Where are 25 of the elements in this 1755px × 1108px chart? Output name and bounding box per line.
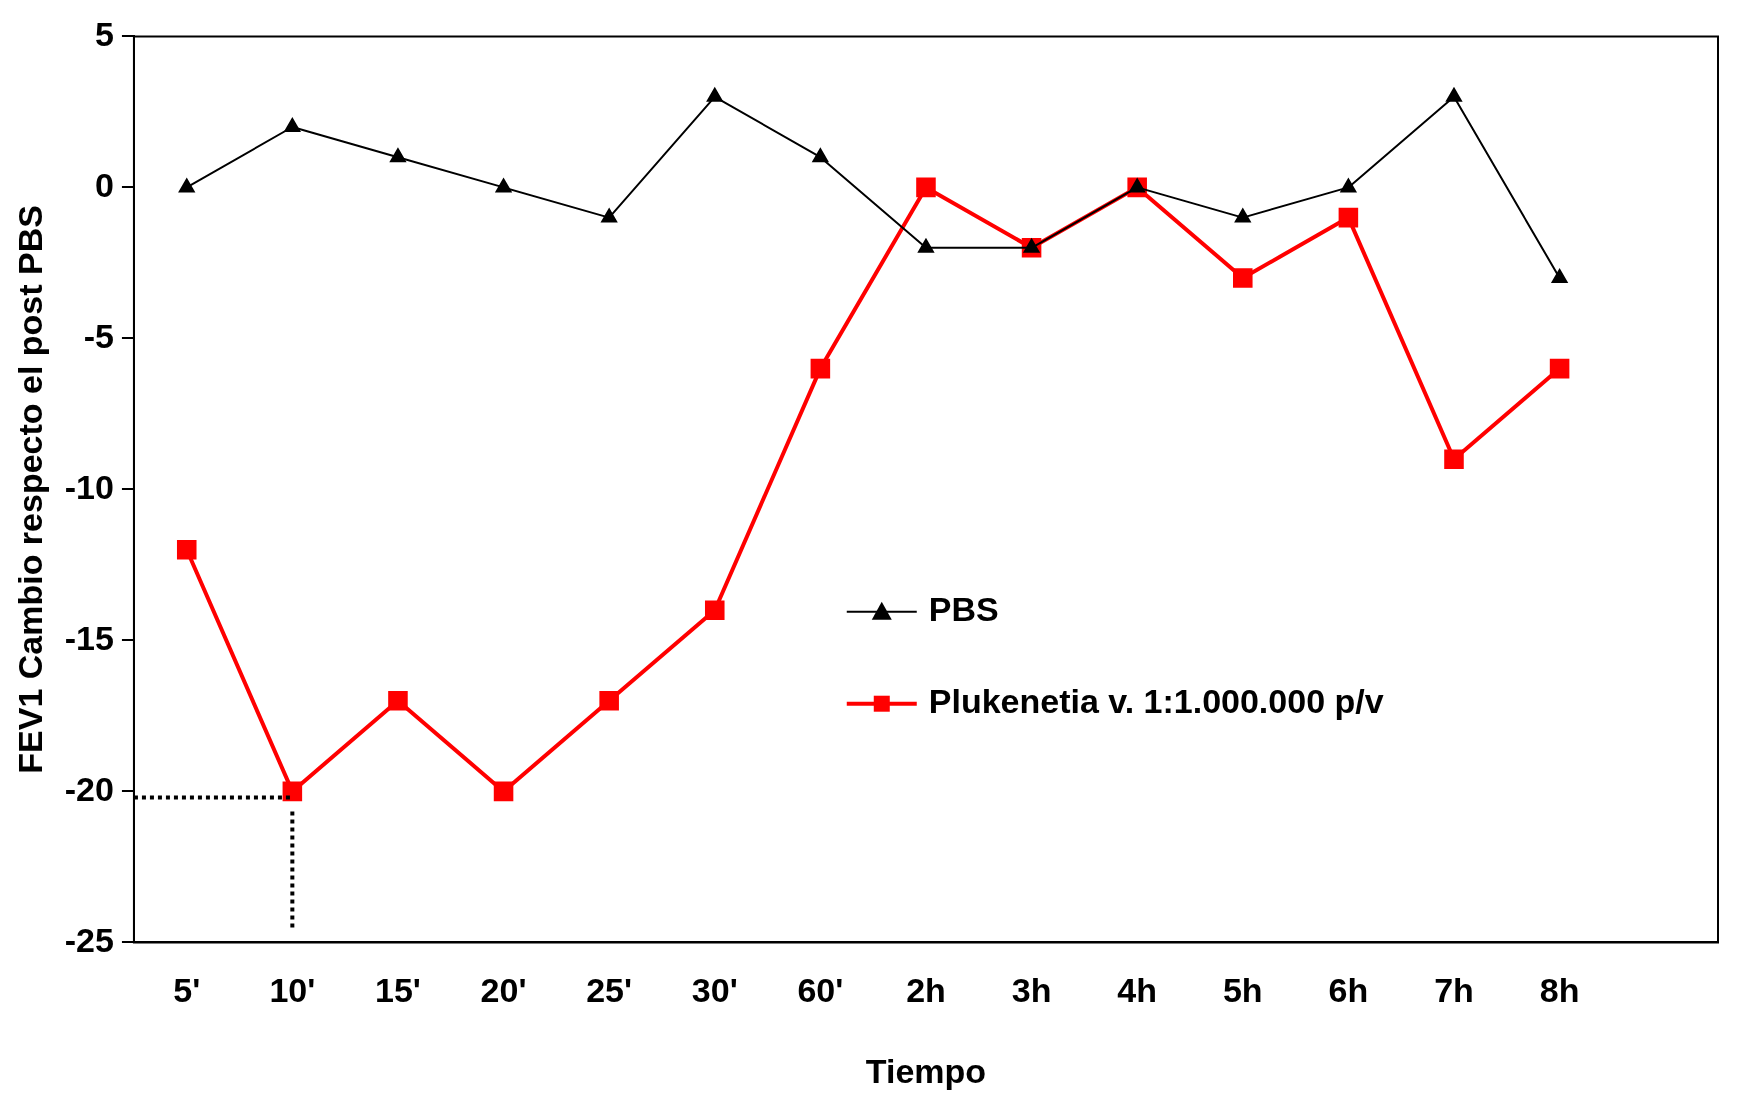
x-axis-title: Tiempo [865, 1051, 987, 1090]
x-tick-label: 60' [797, 971, 844, 1010]
x-tick-label: 30' [691, 971, 738, 1010]
y-tick-label: -20 [64, 769, 114, 808]
y-axis-title: FEV1 Cambio respecto el post PBS [10, 205, 49, 774]
y-tick-label: -25 [64, 920, 114, 959]
x-tick-label: 6h [1328, 971, 1369, 1010]
y-tick-label: -5 [83, 316, 114, 355]
y-tick-label: -15 [64, 618, 114, 657]
y-tick-label: -10 [64, 467, 114, 506]
x-tick-label: 8h [1539, 971, 1580, 1010]
x-tick-label: 25' [586, 971, 633, 1010]
x-tick-label: 2h [906, 971, 946, 1010]
y-tick-label: 0 [95, 165, 114, 204]
x-tick-label: 10' [269, 971, 316, 1010]
x-tick-label: 7h [1434, 971, 1474, 1010]
legend-label: Plukenetia v. 1:1.000.000 p/v [928, 682, 1384, 721]
x-tick-label: 5' [173, 971, 201, 1010]
x-tick-label: 5h [1222, 971, 1263, 1010]
x-tick-label: 15' [375, 971, 421, 1010]
x-tick-label: 20' [480, 971, 527, 1010]
legend-label: PBS [928, 590, 999, 629]
y-tick-label: 5 [95, 14, 114, 53]
x-tick-label: 3h [1011, 971, 1052, 1010]
x-tick-label: 4h [1117, 971, 1158, 1010]
